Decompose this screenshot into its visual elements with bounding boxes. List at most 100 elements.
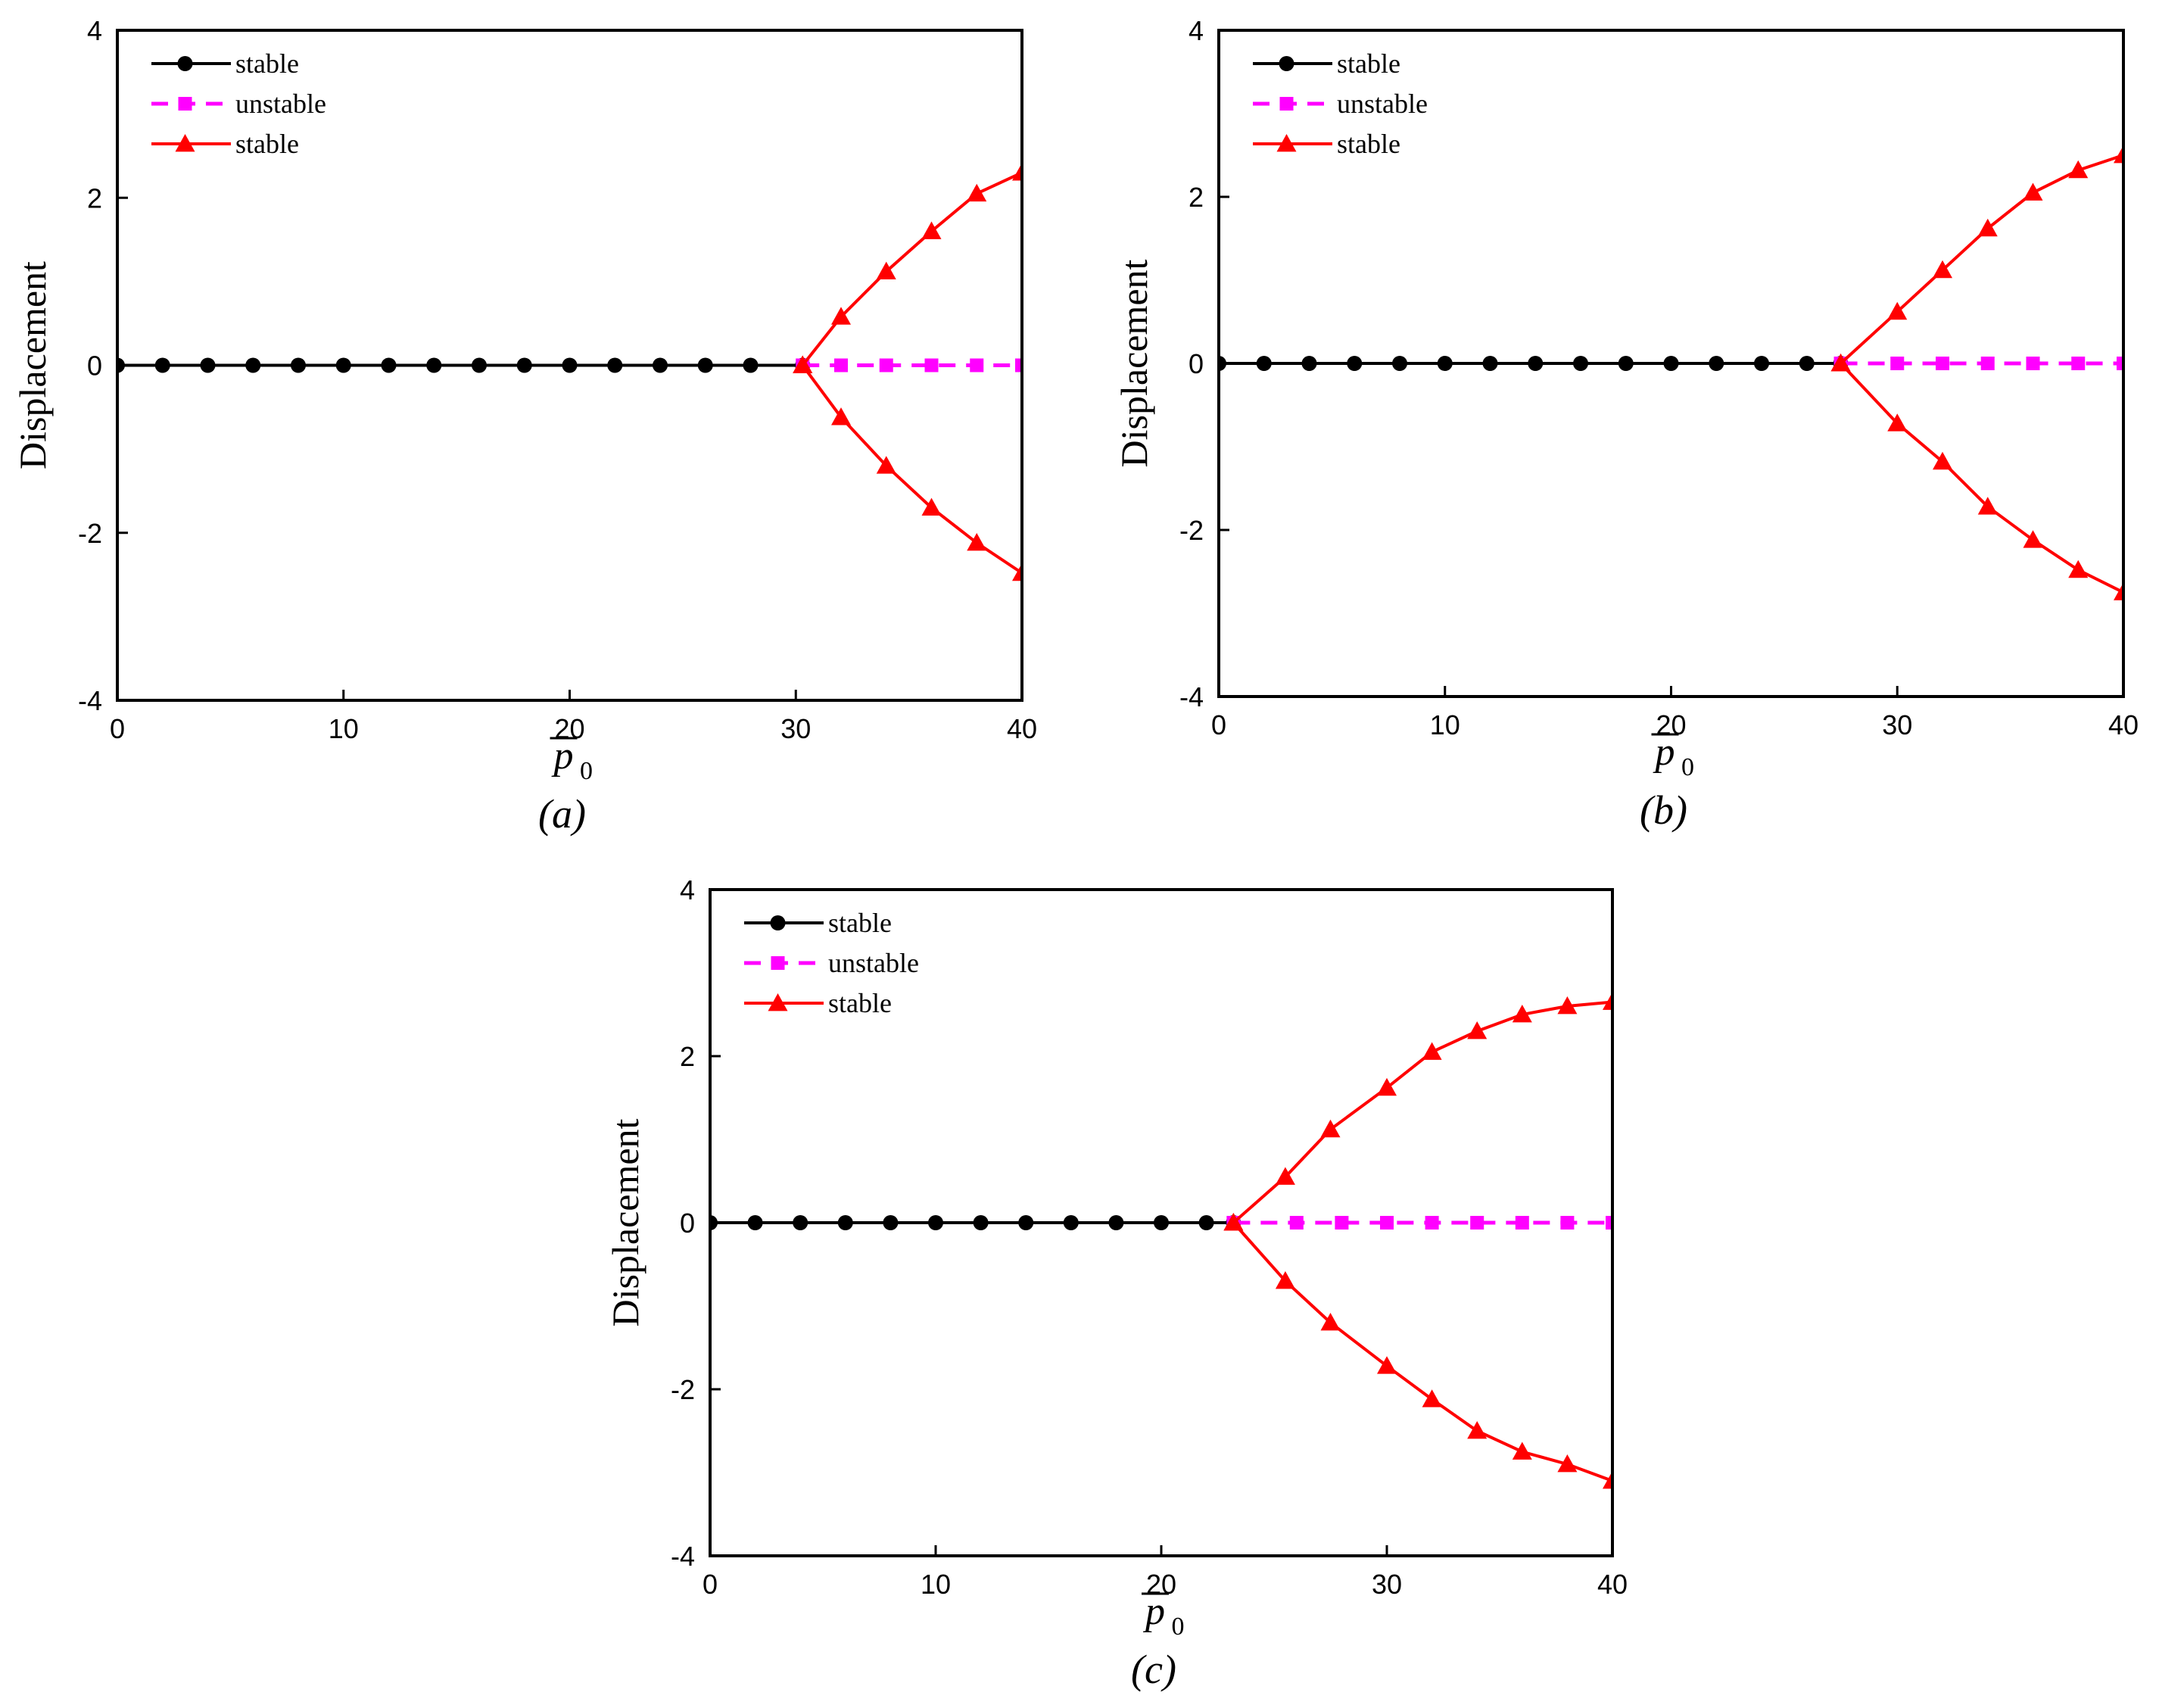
data-point-stable-1 [747,1215,763,1230]
y-tick-label: 2 [680,1041,695,1072]
x-tick-label: 40 [1597,1569,1628,1600]
data-point-stable-3 [2114,145,2123,164]
panel-label: (b) [1640,787,1687,833]
data-point-stable-3 [831,307,851,325]
series-group [1219,145,2123,600]
data-point-stable-1 [1154,1215,1169,1230]
data-point-stable-1 [1709,356,1724,371]
data-point-stable-1 [516,357,532,373]
series-line-stable-4 [1232,1221,1612,1482]
data-point-stable-1 [653,357,668,373]
data-point-stable-1 [335,357,351,373]
data-point-stable-3 [1887,301,1908,320]
data-point-stable-1 [1482,356,1498,371]
legend: stable unstable stable [151,48,326,159]
x-tick-label: 10 [921,1569,951,1600]
legend-marker-stable-1 [1279,56,1294,71]
x-axis-label-subscript: 0 [1681,753,1694,781]
data-point-stable-1 [1198,1215,1214,1230]
x-axis-label: p [1142,1590,1165,1633]
x-tick-label: 40 [1007,713,1037,744]
y-tick-label: -4 [78,685,102,716]
data-point-stable-1 [426,357,442,373]
data-point-stable-1 [1663,356,1679,371]
data-point-unstable-2 [924,358,939,372]
y-tick-label: 2 [87,182,102,214]
data-point-stable-1 [928,1215,943,1230]
data-point-stable-1 [1018,1215,1034,1230]
y-tick-label: 0 [87,351,102,382]
data-point-stable-4 [2114,582,2123,600]
y-tick-label: 0 [680,1208,695,1239]
data-point-stable-1 [1063,1215,1079,1230]
legend-marker-stable-3 [768,993,788,1011]
data-point-stable-4 [793,355,813,373]
data-point-unstable-2 [1890,357,1905,370]
x-axis-label-subscript: 0 [1172,1613,1185,1641]
series-line-stable-3 [801,171,1022,366]
data-point-stable-4 [831,407,851,425]
y-axis-label: Displacement [11,261,54,469]
x-tick-label: 30 [1372,1569,1402,1600]
data-point-stable-1 [1437,356,1453,371]
data-point-stable-3 [1320,1119,1341,1138]
data-point-stable-4 [1223,1213,1244,1231]
data-point-stable-1 [743,357,759,373]
data-point-unstable-2 [1425,1216,1439,1230]
data-point-stable-1 [607,357,623,373]
data-point-stable-1 [1256,356,1272,371]
data-point-stable-3 [1422,1042,1442,1060]
legend: stable unstable stable [1253,48,1428,159]
data-point-stable-1 [973,1215,989,1230]
legend-label: stable [235,129,299,159]
data-point-unstable-2 [1606,1216,1612,1230]
data-point-stable-1 [472,357,487,373]
data-point-stable-4 [1467,1421,1488,1439]
legend-label: stable [828,988,892,1018]
data-point-stable-3 [1275,1167,1295,1185]
data-point-unstable-2 [1470,1216,1485,1230]
data-point-unstable-2 [1380,1216,1394,1230]
panel-label: (a) [538,791,586,837]
data-point-stable-3 [921,221,942,239]
data-point-stable-3 [1467,1021,1488,1039]
data-point-stable-4 [1275,1271,1295,1289]
x-tick-label: 30 [780,713,811,744]
data-point-unstable-2 [2117,357,2123,370]
legend-marker-stable-1 [770,915,786,930]
y-axis-label: Displacement [1113,259,1155,467]
y-tick-label: 2 [1189,182,1204,213]
x-axis-label-subscript: 0 [580,757,593,785]
data-point-unstable-2 [834,358,848,372]
data-point-stable-1 [697,357,713,373]
data-point-stable-4 [2023,530,2043,548]
legend-label: stable [1337,48,1400,79]
data-point-unstable-2 [2071,357,2086,370]
data-point-stable-1 [1392,356,1407,371]
y-tick-label: 4 [680,874,695,905]
panel-label: (c) [1131,1647,1176,1692]
data-point-stable-1 [154,357,170,373]
data-point-stable-3 [2068,160,2089,179]
data-point-stable-1 [1573,356,1588,371]
data-point-stable-4 [1933,451,1952,470]
data-point-stable-1 [1347,356,1363,371]
data-point-stable-4 [921,497,942,516]
series-group [710,992,1612,1489]
legend-label: unstable [235,89,326,119]
y-tick-label: -2 [78,518,102,549]
x-tick-label: 10 [329,713,359,744]
y-tick-label: -4 [671,1541,695,1572]
data-point-stable-4 [967,533,987,551]
data-point-stable-4 [2068,559,2089,578]
y-tick-label: -4 [1179,681,1204,712]
data-point-stable-3 [967,183,987,202]
legend-marker-unstable-2 [1279,97,1294,111]
legend-label: stable [235,48,299,79]
data-point-unstable-2 [1560,1216,1575,1230]
x-tick-label: 40 [2108,709,2139,740]
